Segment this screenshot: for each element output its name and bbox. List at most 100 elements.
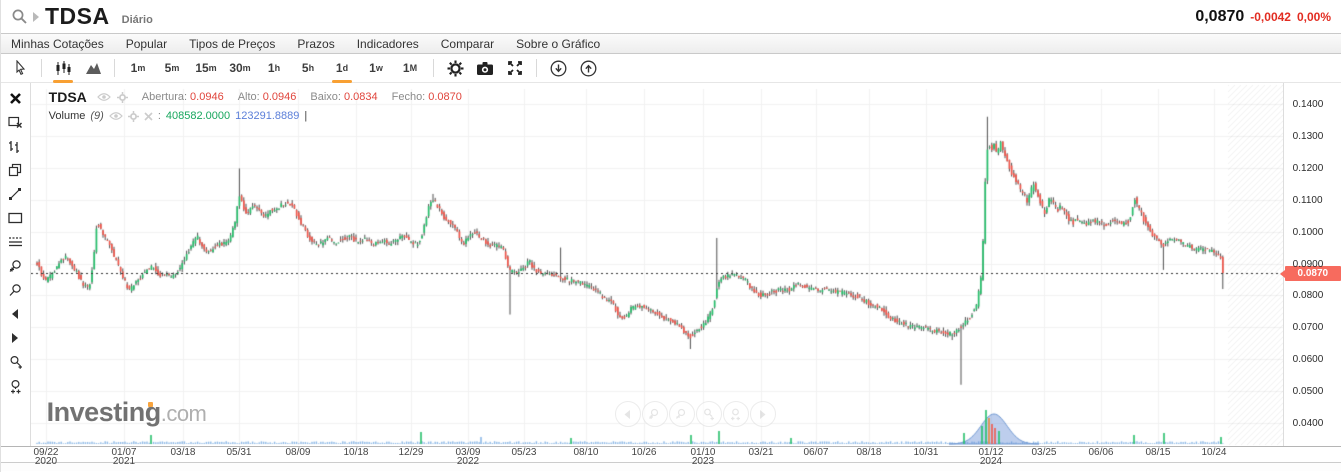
time-axis-tick: 10/26	[631, 447, 657, 458]
deselect-cursor-icon[interactable]	[4, 113, 26, 131]
menu-item-tipos-de-precos[interactable]: Tipos de Preços	[189, 36, 276, 51]
timeframe-30m-button[interactable]: 30 m	[228, 56, 252, 80]
interval-label: Diário	[121, 13, 153, 26]
download-icon	[550, 60, 566, 76]
price-axis-tick: 0.0900	[1292, 258, 1324, 270]
pan-right-icon[interactable]	[4, 329, 26, 347]
pan-left-icon[interactable]	[4, 305, 26, 323]
menu-bar: Minhas Cotações Popular Tipos de Preços …	[1, 33, 1341, 54]
time-axis-tick: 03/25	[1031, 447, 1057, 458]
volume-ma-value: 123291.8889	[235, 110, 300, 122]
menu-item-popular[interactable]: Popular	[125, 36, 168, 51]
rectangle-shape-icon[interactable]	[4, 209, 26, 227]
trend-line-icon[interactable]	[4, 185, 26, 203]
settings-button[interactable]	[443, 56, 467, 80]
gear-icon	[447, 60, 463, 76]
plot-area: TDSA Abertura: 0.0946 Alto: 0.0946 Baixo: 0…	[30, 83, 1283, 446]
scroll-right-button[interactable]	[749, 401, 776, 427]
time-axis-tick: 10/31	[913, 447, 939, 458]
brand-orange-dot	[147, 402, 153, 407]
gear-icon[interactable]	[116, 91, 128, 103]
time-axis-tick: 01/12 2024	[978, 447, 1004, 467]
upload-chart-button[interactable]	[576, 56, 600, 80]
zoom-select-button[interactable]	[695, 401, 722, 427]
price-axis[interactable]: 0.0870 0.1400 0.1300 0.1200 0.1100 0.1000 0.0…	[1279, 83, 1341, 446]
cursor-arrow-icon	[15, 60, 25, 76]
menu-item-indicadores[interactable]: Indicadores	[356, 36, 419, 51]
toolbar-separator	[41, 59, 42, 77]
legend-low: Baixo: 0.0834	[310, 91, 378, 103]
timeframe-15m-button[interactable]: 15 m	[194, 56, 218, 80]
time-axis-tick: 08/10	[573, 447, 599, 458]
screenshot-button[interactable]	[473, 56, 497, 80]
time-axis-tick: 08/15	[1145, 447, 1171, 458]
price-axis-tick: 0.0400	[1292, 418, 1324, 429]
investing-watermark: Investing.com	[47, 397, 207, 428]
zoom-reset-button[interactable]	[722, 401, 749, 427]
price-canvas[interactable]	[30, 83, 1283, 446]
legend-close: Fecho: 0.0870	[391, 91, 462, 103]
zoom-select-icon[interactable]	[4, 353, 26, 371]
zoom-in-button[interactable]	[641, 401, 668, 427]
search-icon	[12, 9, 27, 24]
toolbar-separator	[114, 59, 115, 77]
price-axis-tick: 0.1100	[1292, 194, 1323, 206]
zoom-reset-icon[interactable]	[4, 377, 26, 395]
gear-icon[interactable]	[127, 110, 139, 122]
legend-high: Alto: 0.0946	[237, 91, 297, 103]
brand-suffix: .com	[160, 401, 207, 426]
horizontal-lines-icon[interactable]	[4, 233, 26, 251]
zoom-in-icon[interactable]	[4, 257, 26, 275]
menu-item-minhas-cotacoes[interactable]: Minhas Cotações	[11, 36, 104, 51]
symbol-search-button[interactable]	[9, 7, 29, 27]
time-axis-tick: 05/23	[511, 447, 537, 458]
remove-indicator-icon[interactable]	[144, 111, 153, 121]
eye-icon[interactable]	[96, 92, 111, 102]
axis-corner-left	[1, 447, 31, 462]
chart-type-area-button[interactable]	[81, 56, 105, 80]
area-chart-icon	[85, 63, 101, 74]
time-axis-tick: 01/10 2023	[690, 447, 716, 467]
drawing-tools-sidebar	[1, 83, 31, 446]
brand-text: Investing	[46, 397, 162, 427]
axis-corner-right	[1282, 447, 1341, 462]
time-axis[interactable]: 09/22 2020 01/07 2021 03/18 05/31 08/09 10/18 12…	[31, 447, 1282, 467]
cursor-tool-button[interactable]	[8, 56, 32, 80]
volume-colon: :	[157, 110, 161, 122]
download-chart-button[interactable]	[546, 56, 570, 80]
chart-type-candles-button[interactable]	[51, 56, 75, 83]
copy-layers-icon[interactable]	[4, 161, 26, 179]
top-header: TDSA Diário 0,0870 -0,0042 0,00%	[1, 0, 1341, 33]
menu-item-sobre-o-grafico[interactable]: Sobre o Gráfico	[516, 36, 601, 51]
bottom-strip	[1, 462, 1341, 471]
caret-right-icon	[33, 11, 39, 22]
time-axis-row: 09/22 2020 01/07 2021 03/18 05/31 08/09 10/18 12…	[1, 446, 1341, 467]
fullscreen-button[interactable]	[503, 56, 527, 80]
time-axis-tick: 01/07 2021	[111, 447, 137, 467]
zoom-out-icon[interactable]	[4, 281, 26, 299]
scroll-left-button[interactable]	[614, 401, 641, 427]
legend-open: Abertura: 0.0946	[141, 91, 224, 103]
eye-icon[interactable]	[109, 111, 123, 121]
time-axis-tick: 09/22 2020	[33, 447, 59, 467]
zoom-out-button[interactable]	[668, 401, 695, 427]
time-axis-tick: 03/21	[748, 447, 774, 458]
close-icon[interactable]	[4, 89, 26, 107]
candlestick-icon	[56, 60, 71, 75]
menu-item-comparar[interactable]: Comparar	[440, 36, 495, 51]
fullscreen-expand-icon	[508, 61, 522, 75]
ohlc-bars-icon[interactable]	[4, 137, 26, 155]
price-axis-tick: 0.1300	[1292, 130, 1324, 142]
toolbar-separator	[433, 59, 434, 77]
header-price-change: -0,0042	[1250, 9, 1291, 24]
menu-item-prazos[interactable]: Prazos	[297, 36, 335, 51]
volume-indicator-label: Volume	[48, 110, 86, 122]
